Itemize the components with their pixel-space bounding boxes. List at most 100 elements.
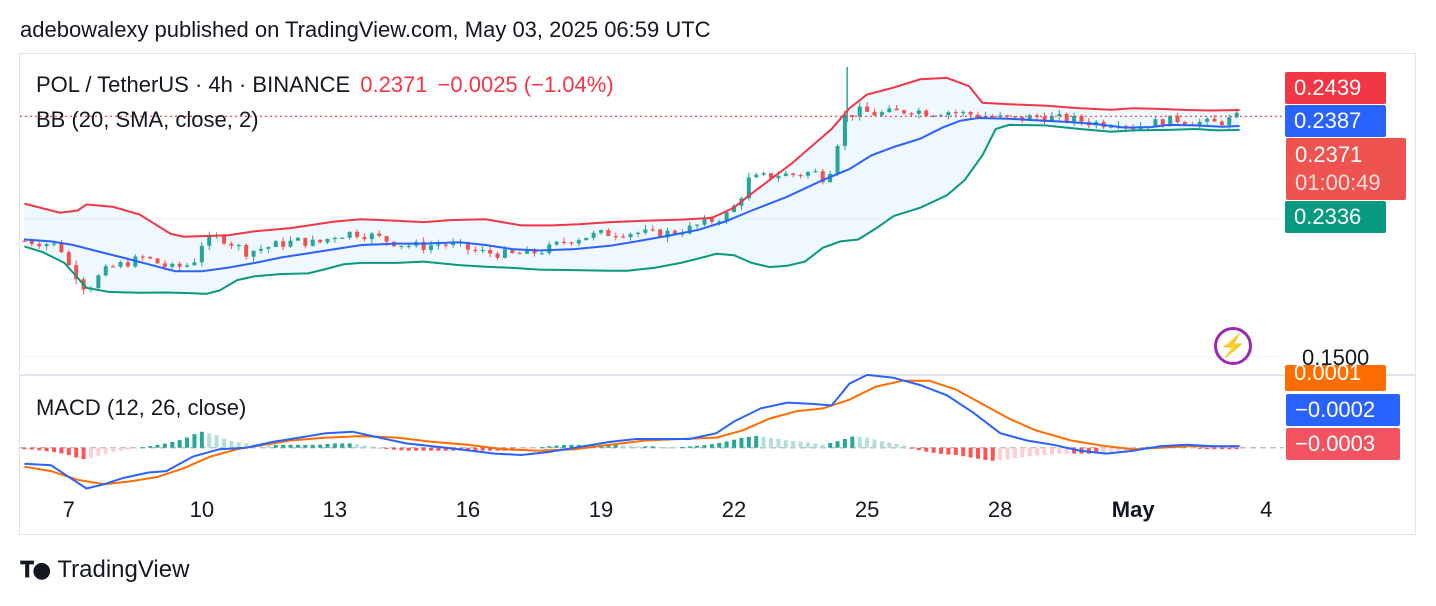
candle-body: [769, 173, 774, 179]
macd-histogram-bar: [111, 447, 116, 453]
candle-body: [473, 249, 478, 251]
candle-body: [428, 245, 433, 251]
macd-histogram-bar: [347, 443, 352, 448]
macd-indicator-legend[interactable]: MACD (12, 26, close): [36, 395, 247, 420]
candle-body: [207, 236, 212, 246]
macd-histogram-bar: [850, 436, 855, 448]
macd-histogram-bar: [214, 435, 219, 448]
macd-histogram-bar: [687, 446, 692, 448]
candle-body: [754, 174, 759, 178]
legend-change: −0.0025 (−1.04%): [437, 72, 614, 97]
candle-body: [37, 243, 42, 247]
macd-histogram-bar: [332, 443, 337, 448]
macd-histogram-bar: [207, 433, 212, 448]
candle-body: [865, 106, 870, 112]
macd-histogram-bar: [562, 444, 567, 448]
candle-body: [813, 171, 818, 173]
candle-body: [791, 173, 796, 175]
macd-histogram-bar: [266, 444, 271, 448]
macd-histogram-bar: [746, 436, 751, 448]
candle-body: [1153, 119, 1158, 128]
candle-body: [266, 247, 271, 249]
macd-histogram-bar: [525, 447, 530, 450]
candle-body: [340, 237, 345, 239]
macd-histogram-bar: [1116, 447, 1121, 452]
candle-body: [295, 237, 300, 241]
bb-lower-badge: 0.2336: [1285, 201, 1386, 233]
macd-histogram-bar: [680, 446, 685, 448]
macd-histogram-bar: [635, 446, 640, 448]
candle-body: [1042, 116, 1047, 122]
brand-name: TradingView: [57, 556, 190, 583]
candle-body: [1197, 121, 1202, 126]
candle-body: [761, 173, 766, 175]
candle-body: [229, 243, 234, 246]
candle-body: [148, 256, 153, 259]
macd-histogram-bar: [1020, 447, 1025, 458]
macd-histogram-bar: [695, 445, 700, 448]
candle-body: [805, 172, 810, 176]
candle-body: [547, 244, 552, 254]
candle-body: [1109, 126, 1114, 128]
candle-body: [584, 237, 589, 241]
candle-body: [488, 249, 493, 254]
macd-histogram-bar: [983, 447, 988, 460]
macd-histogram-bar: [769, 437, 774, 448]
candle-body: [709, 218, 714, 222]
candle-body: [495, 253, 500, 258]
macd-histogram-bar: [1005, 447, 1010, 460]
bb-lower-line: [24, 123, 1240, 295]
macd-histogram-bar: [842, 439, 847, 448]
candle-body: [170, 263, 175, 267]
candle-body: [1072, 115, 1077, 122]
macd-histogram-bar: [377, 447, 382, 449]
macd-histogram-bar: [1234, 447, 1239, 450]
macd-histogram-bar: [702, 445, 707, 448]
tradingview-brand[interactable]: 𝐓● TradingView: [20, 556, 189, 584]
macd-histogram-bar: [613, 444, 618, 448]
candle-body: [990, 116, 995, 118]
macd-histogram-bar: [835, 441, 840, 448]
candle-body: [44, 244, 49, 247]
macd-histogram-bar: [547, 446, 552, 448]
candle-body: [162, 263, 167, 267]
candle-body: [222, 235, 227, 244]
macd-histogram-bar: [222, 438, 227, 448]
candle-body: [436, 244, 441, 246]
candle-body: [74, 265, 79, 280]
candle-body: [672, 230, 677, 235]
macd-histogram-bar: [170, 441, 175, 448]
macd-histogram-bar: [66, 447, 71, 456]
candle-body: [369, 233, 374, 240]
candle-body: [103, 266, 108, 276]
symbol-legend[interactable]: POL / TetherUS · 4h · BINANCE 0.2371 −0.00…: [36, 72, 614, 98]
candle-body: [399, 245, 404, 248]
macd-histogram-bar: [384, 447, 389, 449]
macd-histogram-bar: [665, 447, 670, 449]
macd-histogram-bar: [74, 447, 79, 458]
candle-body: [591, 232, 596, 238]
macd-histogram-bar: [428, 447, 433, 451]
lightning-icon[interactable]: ⚡: [1214, 327, 1252, 365]
macd-histogram-bar: [1197, 447, 1202, 449]
chart-frame[interactable]: [19, 53, 1416, 535]
candle-body: [1012, 116, 1017, 118]
macd-histogram-bar: [798, 441, 803, 448]
candle-body: [22, 240, 27, 243]
macd-histogram-bar: [887, 442, 892, 448]
candle-body: [362, 237, 367, 240]
candle-body: [502, 249, 507, 258]
macd-histogram-bar: [281, 444, 286, 448]
macd-histogram-bar: [399, 447, 404, 451]
candle-body: [273, 241, 278, 248]
bb-indicator-legend[interactable]: BB (20, SMA, close, 2): [36, 107, 259, 132]
macd-histogram-bar: [133, 447, 138, 449]
macd-histogram-bar: [103, 447, 108, 454]
macd-histogram-bar: [643, 446, 648, 448]
time-tick-label: 7: [63, 497, 75, 522]
macd-histogram-bar: [88, 447, 93, 458]
candle-body: [953, 112, 958, 114]
candle-body: [1212, 118, 1217, 122]
macd-histogram-bar: [1072, 447, 1077, 454]
